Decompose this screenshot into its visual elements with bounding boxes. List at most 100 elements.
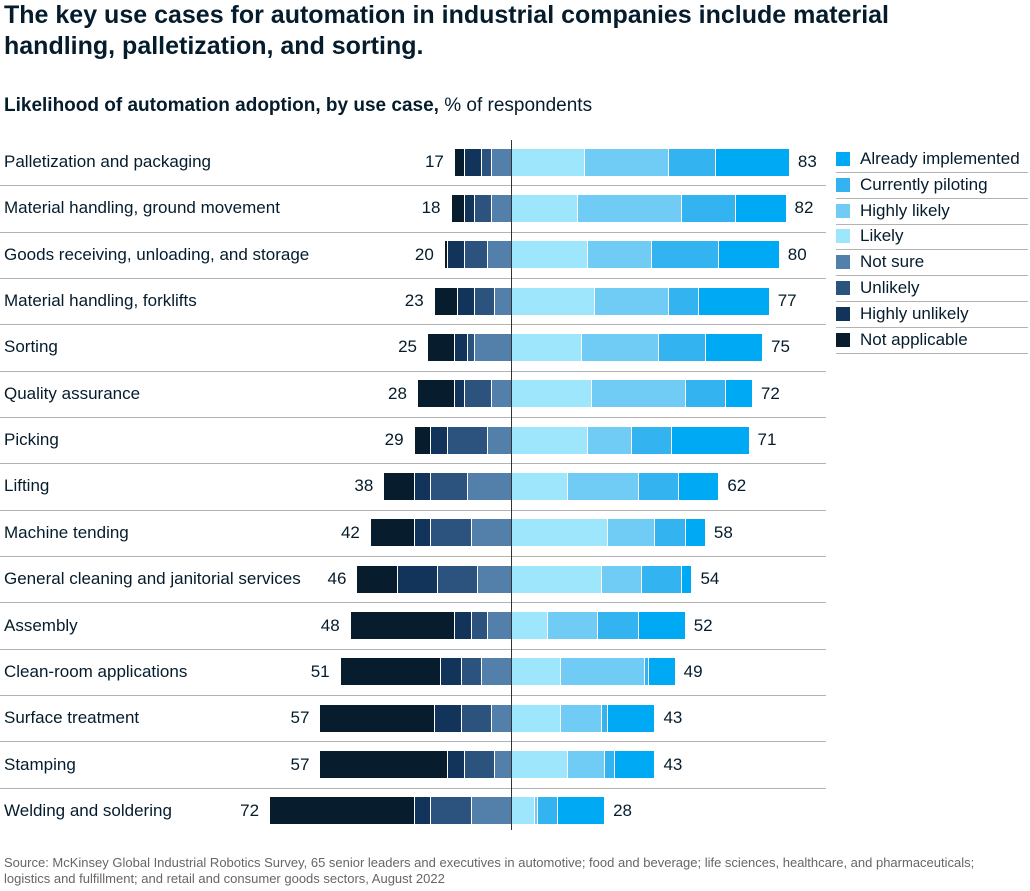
row-divider [0, 278, 826, 279]
zero-axis [511, 140, 512, 830]
bar-segment-currently-piloting [645, 658, 649, 686]
positive-total-label: 75 [771, 337, 790, 357]
bar-segment-likely [511, 194, 579, 222]
bar-segment-not-applicable [453, 148, 464, 176]
negative-total-label: 38 [354, 476, 374, 496]
negative-total-label: 28 [387, 383, 407, 403]
bar-segment-not-sure [494, 751, 511, 779]
bar-segment-already-implemented [699, 287, 770, 315]
bar-segment-highly-unlikely [440, 658, 461, 686]
bar-segment-likely [511, 287, 595, 315]
bar-segment-not-sure [490, 704, 511, 732]
bar-segment-highly-unlikely [413, 472, 431, 500]
bar-segment-not-applicable [319, 704, 434, 732]
bar-segment-highly-likely [581, 333, 659, 361]
legend-item: Not sure [836, 250, 1028, 277]
bar-segment-not-applicable [339, 658, 441, 686]
bar-segment-currently-piloting [655, 519, 686, 547]
bar-segment-highly-likely [534, 797, 538, 825]
bar-segment-already-implemented [648, 658, 676, 686]
negative-total-label: 48 [320, 615, 340, 635]
bar-segment-not-sure [490, 194, 511, 222]
bar-segment-highly-unlikely [447, 751, 464, 779]
negative-total-label: 57 [290, 708, 310, 728]
bar-segment-likely [511, 565, 602, 593]
bar-segment-highly-likely [584, 148, 669, 176]
row-divider [0, 788, 826, 789]
legend-label: Not sure [860, 252, 925, 272]
legend-swatch [836, 255, 850, 270]
bar-segment-unlikely [463, 751, 495, 779]
category-label: Clean-room applications [4, 661, 188, 681]
bar-segment-already-implemented [638, 612, 686, 639]
bar-segment-highly-unlikely [463, 194, 475, 222]
legend-label: Already implemented [860, 149, 1020, 168]
legend-item: Not applicable [836, 328, 1028, 354]
row-divider [0, 324, 826, 325]
subtitle-bold: Likelihood of automation adoption, by us… [4, 95, 439, 116]
bar-segment-currently-piloting [605, 751, 616, 779]
positive-total-label: 77 [777, 291, 797, 311]
bar-segment-unlikely [470, 612, 488, 639]
bar-segment-highly-unlikely [463, 148, 481, 176]
bar-segment-highly-likely [608, 519, 656, 547]
bar-segment-highly-unlikely [447, 241, 464, 269]
positive-total-label: 43 [663, 754, 683, 774]
bar-segment-highly-unlikely [430, 426, 448, 454]
positive-total-label: 54 [700, 569, 720, 589]
bar-segment-likely [511, 612, 548, 639]
category-label: Palletization and packaging [4, 152, 211, 171]
row-divider [0, 371, 826, 372]
bar-segment-not-applicable [269, 797, 414, 825]
bar-segment-currently-piloting [601, 704, 609, 732]
row-divider [0, 602, 826, 603]
positive-total-label: 58 [713, 522, 733, 542]
negative-total-label: 46 [327, 569, 347, 589]
bar-segment-not-applicable [356, 565, 397, 593]
bar-segment-not-sure [487, 612, 511, 639]
bar-segment-currently-piloting [598, 612, 639, 639]
bar-segment-already-implemented [679, 472, 720, 500]
positive-total-label: 82 [794, 198, 814, 218]
row-divider [0, 556, 826, 557]
bar-segment-not-sure [490, 148, 511, 176]
source-note: Source: McKinsey Global Industrial Robot… [4, 855, 975, 886]
legend-label: Highly likely [860, 200, 950, 220]
bar-segment-not-sure [480, 658, 511, 686]
bar-segment-already-implemented [726, 380, 753, 408]
bar-segment-unlikely [474, 194, 491, 222]
legend-item: Highly likely [836, 199, 1028, 225]
negative-total-label: 25 [398, 337, 417, 357]
legend-swatch [836, 332, 850, 347]
legend-item: Highly unlikely [836, 302, 1028, 328]
bar-segment-unlikely [430, 797, 471, 825]
category-label: Material handling, forklifts [4, 291, 197, 311]
bar-segment-not-sure [474, 333, 511, 361]
legend-swatch [836, 306, 850, 321]
bar-segment-unlikely [463, 380, 491, 408]
bar-segment-not-sure [490, 380, 511, 408]
bar-segment-already-implemented [685, 519, 706, 547]
bar-segment-highly-likely [601, 565, 643, 593]
category-label: Material handling, ground movement [4, 198, 280, 218]
bar-segment-currently-piloting [682, 194, 737, 222]
bar-segment-not-sure [494, 287, 511, 315]
bar-segment-likely [511, 241, 589, 269]
bar-segment-already-implemented [608, 704, 656, 732]
bar-segment-unlikely [430, 519, 471, 547]
positive-total-label: 49 [683, 661, 703, 681]
category-label: Goods receiving, unloading, and storage [4, 244, 310, 264]
row-divider [0, 463, 826, 464]
bar-segment-highly-unlikely [453, 612, 471, 639]
legend-item: Currently piloting [836, 173, 1028, 199]
bar-segment-not-applicable [369, 519, 414, 547]
row-divider [0, 741, 826, 742]
chart-title: The key use cases for automation in indu… [4, 1, 889, 60]
bar-segment-not-sure [477, 565, 511, 593]
bar-segment-currently-piloting [638, 472, 679, 500]
bar-segment-already-implemented [672, 426, 750, 454]
positive-total-label: 62 [727, 476, 747, 496]
category-label: Assembly [4, 615, 78, 635]
bar-segment-highly-likely [595, 287, 669, 315]
